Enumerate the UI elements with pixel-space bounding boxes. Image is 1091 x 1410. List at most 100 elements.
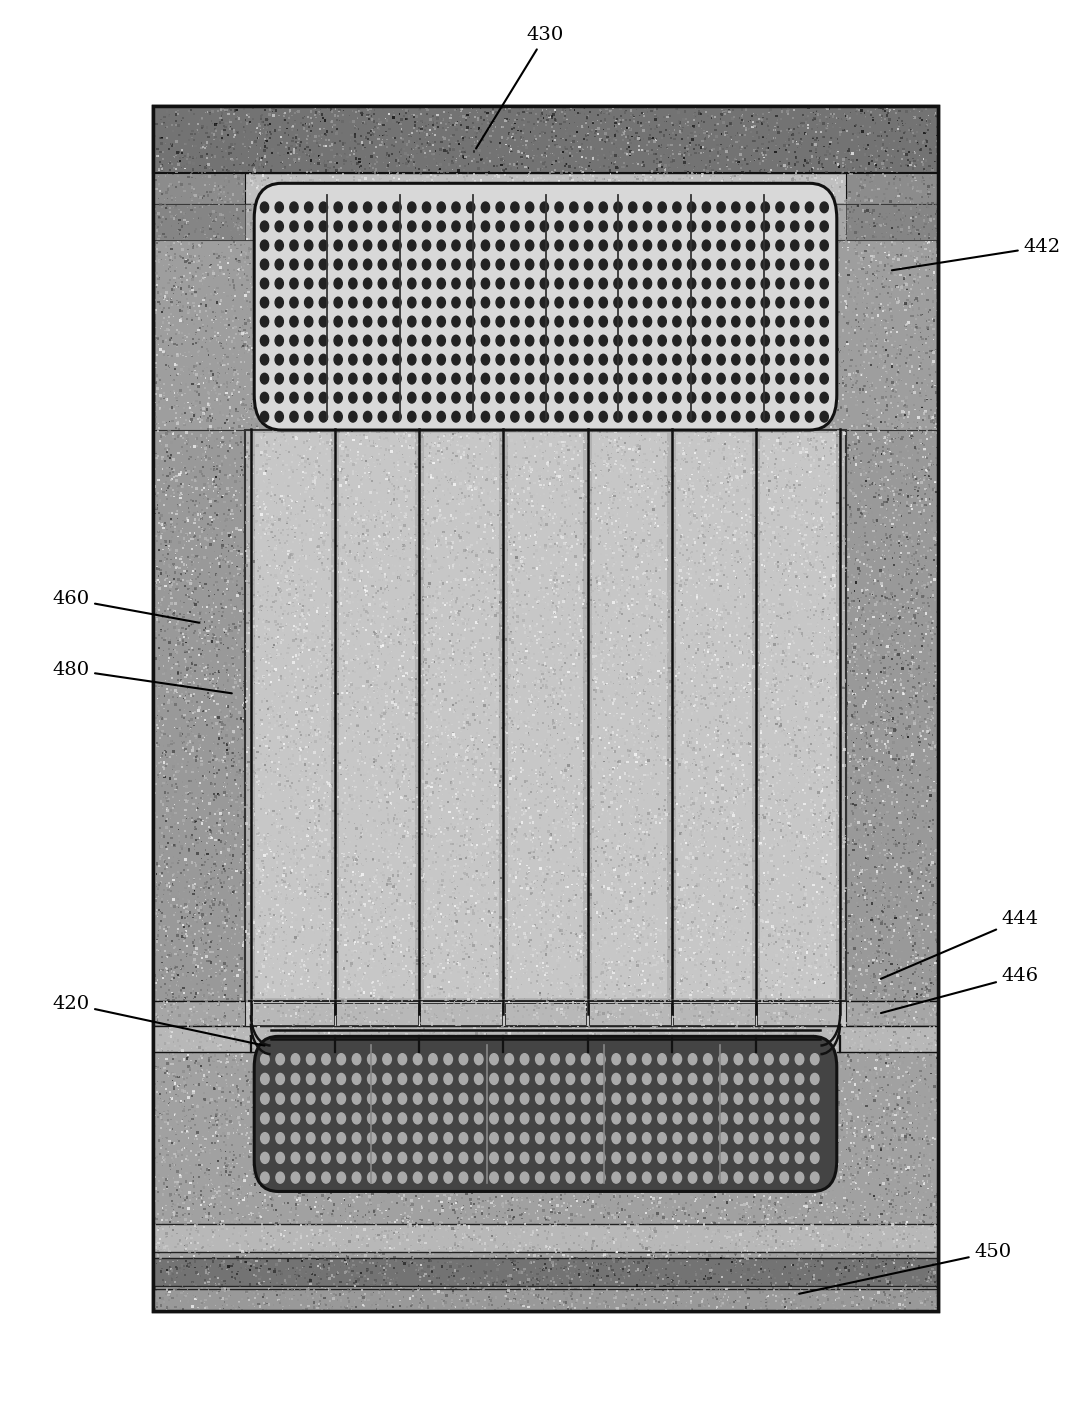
Point: [589, 1036, 607, 1059]
Point: [619, 1175, 636, 1197]
Point: [553, 190, 571, 213]
Point: [535, 807, 552, 829]
Point: [395, 1117, 412, 1139]
Point: [781, 290, 799, 313]
Point: [542, 1074, 560, 1097]
Point: [355, 929, 372, 952]
Point: [855, 460, 873, 482]
Point: [226, 1104, 243, 1127]
Point: [556, 182, 574, 204]
Point: [745, 730, 763, 753]
Point: [353, 1194, 371, 1217]
Point: [735, 1122, 753, 1145]
Point: [232, 443, 250, 465]
Point: [147, 299, 165, 321]
Point: [418, 888, 435, 911]
Point: [547, 764, 564, 787]
Point: [710, 722, 728, 744]
Point: [489, 471, 506, 494]
Point: [201, 761, 218, 784]
Point: [224, 1034, 241, 1056]
Point: [356, 931, 373, 953]
Point: [638, 1272, 656, 1294]
Point: [454, 159, 471, 182]
Point: [207, 503, 225, 526]
Point: [377, 1261, 395, 1283]
Point: [856, 210, 874, 233]
Point: [916, 596, 934, 619]
Point: [407, 580, 424, 602]
Point: [427, 842, 444, 864]
Point: [624, 602, 642, 625]
Point: [447, 966, 465, 988]
Point: [678, 667, 695, 689]
Point: [632, 697, 649, 719]
Point: [348, 626, 365, 649]
Point: [839, 1270, 856, 1293]
Point: [683, 1038, 700, 1060]
Point: [297, 627, 314, 650]
Point: [471, 585, 489, 608]
Circle shape: [746, 278, 755, 289]
Point: [345, 924, 362, 946]
Point: [668, 257, 685, 279]
Point: [818, 522, 836, 544]
Point: [690, 1234, 707, 1256]
Point: [690, 1038, 707, 1060]
Point: [347, 492, 364, 515]
Point: [889, 1081, 907, 1104]
Point: [703, 1026, 720, 1049]
Point: [551, 634, 568, 657]
Point: [868, 1269, 886, 1292]
Point: [447, 785, 465, 808]
Point: [369, 819, 386, 842]
Point: [631, 1041, 648, 1063]
Point: [879, 1224, 897, 1246]
Point: [497, 99, 515, 121]
Point: [368, 1292, 385, 1314]
Point: [828, 1128, 846, 1151]
Point: [309, 846, 326, 869]
Point: [517, 309, 535, 331]
Point: [863, 321, 880, 344]
Point: [599, 343, 616, 365]
Point: [739, 866, 756, 888]
Point: [608, 200, 625, 223]
Point: [275, 233, 292, 255]
Point: [656, 835, 673, 857]
Point: [473, 891, 491, 914]
Point: [202, 565, 219, 588]
Point: [439, 148, 456, 171]
Point: [219, 409, 237, 431]
Point: [320, 268, 337, 290]
Point: [674, 371, 692, 393]
Point: [418, 1230, 435, 1252]
Point: [156, 472, 173, 495]
Point: [259, 846, 276, 869]
Point: [598, 667, 615, 689]
Point: [319, 960, 336, 983]
Point: [356, 1222, 373, 1245]
Point: [625, 811, 643, 833]
Point: [707, 715, 724, 737]
Point: [918, 1125, 935, 1148]
Point: [786, 1246, 803, 1269]
Point: [778, 462, 795, 485]
Point: [819, 450, 837, 472]
Point: [574, 976, 591, 998]
Point: [395, 911, 412, 933]
Point: [586, 746, 603, 768]
Point: [564, 712, 582, 735]
Point: [899, 1238, 916, 1261]
Point: [516, 618, 533, 640]
Point: [707, 592, 724, 615]
Point: [201, 640, 218, 663]
Point: [560, 809, 577, 832]
Point: [698, 1139, 716, 1162]
Point: [874, 942, 891, 964]
Point: [344, 688, 361, 711]
Point: [407, 859, 424, 881]
Point: [921, 1042, 938, 1065]
Point: [406, 640, 423, 663]
Point: [394, 922, 411, 945]
